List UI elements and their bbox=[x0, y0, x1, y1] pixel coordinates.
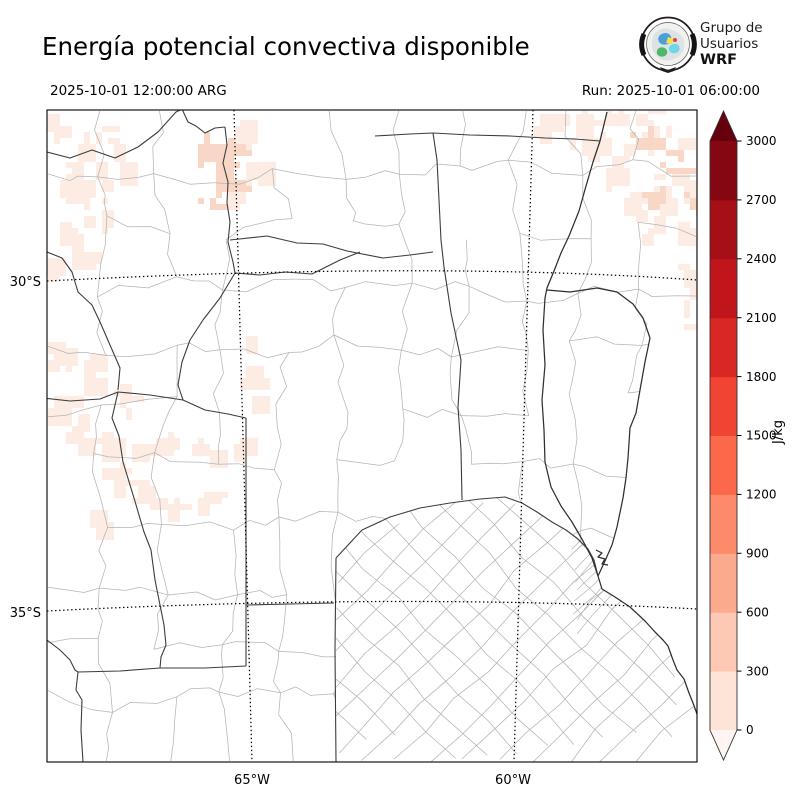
colorbar-segment bbox=[710, 376, 737, 436]
lon-label-65W: 65°W bbox=[234, 773, 270, 788]
lat-label-35S: 35°S bbox=[10, 606, 41, 621]
logo-laurel-right-icon bbox=[689, 32, 697, 57]
colorbar-unit-label: J/kg bbox=[771, 420, 786, 445]
colorbar-segment bbox=[710, 494, 737, 554]
map-frame bbox=[46, 109, 698, 763]
map-background bbox=[47, 110, 697, 762]
page-title: Energía potencial convectiva disponible bbox=[42, 32, 530, 61]
colorbar-segment bbox=[710, 553, 737, 613]
logo-text-line2: Usuarios bbox=[700, 36, 758, 52]
colorbar-tick-label: 2400 bbox=[746, 252, 777, 266]
logo-text-line1: Grupo de bbox=[700, 20, 763, 36]
colorbar-tick-label: 3000 bbox=[746, 134, 777, 148]
logo-globe-red-dot bbox=[673, 38, 677, 42]
wrf-users-group-logo bbox=[639, 16, 697, 73]
gridline-35S bbox=[47, 600, 697, 612]
colorbar-tick-label: 1800 bbox=[746, 370, 777, 384]
colorbar-segment bbox=[710, 612, 737, 672]
colorbar-tick-label: 600 bbox=[746, 605, 769, 619]
colorbar-segment bbox=[710, 199, 737, 260]
colorbar-segment bbox=[710, 317, 737, 378]
lat-label-30S: 30°S bbox=[10, 275, 41, 290]
colorbar-tick-label: 1500 bbox=[746, 429, 777, 443]
logo-globe-yellow-blob bbox=[666, 37, 674, 44]
logo-globe-cyan-blob bbox=[668, 43, 680, 54]
colorbar-tick-label: 900 bbox=[746, 547, 769, 561]
colorbar-tick-label: 300 bbox=[746, 664, 769, 678]
graticule bbox=[47, 110, 697, 762]
colorbar: 0 300 600 900 1200 1500 1800 2100 2400 2700 3000 bbox=[709, 109, 777, 762]
colorbar-tick-label: 1200 bbox=[746, 488, 777, 502]
colorbar-segment bbox=[710, 671, 737, 731]
valid-time-label: 2025-10-01 12:00:00 ARG bbox=[50, 83, 227, 99]
run-time-label: Run: 2025-10-01 06:00:00 bbox=[582, 83, 760, 99]
logo-globe-green-blob bbox=[656, 47, 668, 57]
gridline-60W bbox=[513, 110, 534, 762]
colorbar-tick-label: 0 bbox=[746, 723, 754, 737]
colorbar-under-arrow bbox=[710, 730, 737, 760]
rio-de-la-plata-blank-area bbox=[598, 330, 697, 713]
colorbar-segment bbox=[710, 141, 737, 201]
colorbar-tick-label: 2700 bbox=[746, 193, 777, 207]
lon-label-60W: 60°W bbox=[495, 773, 531, 788]
colorbar-segment bbox=[710, 435, 737, 495]
colorbar-tick-label: 2100 bbox=[746, 311, 777, 325]
colorbar-segment bbox=[710, 258, 737, 319]
logo-ribbon-icon bbox=[660, 67, 676, 73]
gridline-65W bbox=[233, 110, 253, 762]
logo-text-wrf: WRF bbox=[700, 52, 737, 68]
gridline-30S bbox=[47, 270, 697, 282]
colorbar-over-arrow bbox=[710, 111, 737, 141]
logo-laurel-left-icon bbox=[639, 32, 647, 57]
